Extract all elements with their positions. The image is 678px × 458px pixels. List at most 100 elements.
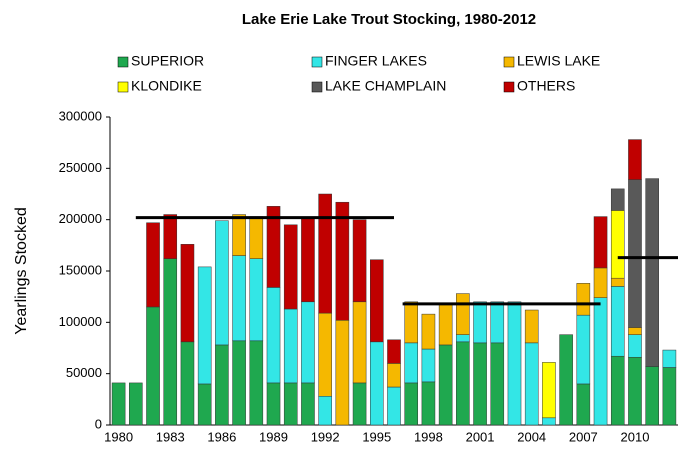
legend-swatch [117, 56, 129, 68]
bar-segment [438, 303, 453, 346]
bar-segment [387, 386, 401, 426]
bar-segment [215, 220, 229, 346]
bar-segment [301, 382, 315, 426]
bar-segment [232, 255, 246, 342]
bar-segment [628, 179, 642, 328]
bar-segment [542, 417, 556, 426]
bar-segment [232, 214, 246, 256]
bar-segment [301, 301, 315, 384]
bar-segment [335, 320, 350, 426]
bar-segment [197, 383, 212, 426]
bar-segment [163, 258, 178, 426]
legend-swatch [117, 81, 129, 93]
bar-segment [146, 306, 160, 426]
bar-segment [421, 313, 436, 350]
y-tick-label: 100000 [59, 314, 102, 329]
bar-segment [335, 201, 350, 321]
bar-segment [662, 367, 677, 426]
x-tick-label: 1983 [156, 429, 185, 444]
bar-segment [456, 341, 470, 426]
bar-segment [576, 283, 591, 316]
bar-segment [266, 287, 281, 384]
bar-segment [129, 382, 143, 426]
x-tick-label: 2010 [621, 429, 650, 444]
bar-segment [576, 314, 591, 385]
x-tick-label: 1992 [311, 429, 340, 444]
bar-segment [180, 341, 195, 426]
bar-segment [610, 277, 625, 287]
x-tick-label: 2007 [569, 429, 598, 444]
bar-segment [628, 327, 642, 335]
legend-swatch [503, 81, 515, 93]
bar-segment [610, 210, 625, 279]
x-tick-label: 1986 [207, 429, 236, 444]
bar-segment [249, 258, 264, 342]
bar-segment [146, 222, 160, 308]
y-tick-label: 0 [95, 416, 102, 431]
bar-segment [232, 340, 246, 426]
bar-segment [490, 301, 505, 344]
x-tick-label: 1980 [104, 429, 133, 444]
bar-segment [249, 216, 264, 259]
x-tick-label: 2001 [466, 429, 495, 444]
y-tick-label: 200000 [59, 211, 102, 226]
bar-segment [542, 362, 556, 419]
bar-segment [404, 301, 419, 344]
bar-segment [576, 383, 591, 426]
bar-segment [456, 293, 470, 335]
bar-segment [249, 340, 264, 426]
x-tick-label: 2004 [517, 429, 546, 444]
y-axis-label: Yearlings Stocked [13, 207, 30, 335]
bar-segment [456, 334, 470, 343]
bar-segment [404, 342, 419, 384]
bar-segment [628, 356, 642, 426]
bar-segment [352, 301, 367, 384]
legend-swatch [311, 81, 323, 93]
bar-segment [610, 355, 625, 426]
bar-segment [283, 308, 298, 384]
bar-segment [438, 344, 453, 426]
bar-segment [215, 344, 229, 426]
bar-segment [628, 334, 642, 358]
bar-segment [266, 382, 281, 426]
bar-segment [421, 348, 436, 383]
bar-segment [645, 178, 659, 367]
bar-segment [352, 382, 367, 426]
bar-segment [507, 301, 522, 426]
bar-segment [645, 366, 659, 426]
bar-segment [352, 219, 367, 303]
y-tick-label: 250000 [59, 160, 102, 175]
bar-segment [662, 349, 677, 368]
bar-segment [318, 396, 332, 426]
bar-segment [180, 244, 195, 343]
chart-title: Lake Erie Lake Trout Stocking, 1980-2012 [242, 11, 536, 28]
bar-segment [473, 301, 487, 344]
bar-segment [593, 297, 608, 426]
x-tick-label: 1995 [362, 429, 391, 444]
bar-segment [283, 224, 298, 310]
y-tick-label: 150000 [59, 262, 102, 277]
legend-label: LAKE CHAMPLAIN [325, 78, 446, 94]
bar-segment [387, 363, 401, 388]
bar-segment [559, 334, 573, 426]
bar-segment [610, 286, 625, 357]
bar-segment [111, 382, 126, 426]
bar-segment [369, 341, 384, 426]
legend-label: FINGER LAKES [325, 53, 427, 69]
bar-segment [473, 342, 487, 426]
bar-segment [628, 139, 642, 180]
legend-label: OTHERS [517, 78, 575, 94]
bar-segment [369, 259, 384, 343]
legend-label: LEWIS LAKE [517, 53, 600, 69]
bar-segment [283, 382, 298, 426]
y-tick-label: 50000 [66, 365, 102, 380]
bar-segment [490, 342, 505, 426]
bar-segment [404, 382, 419, 426]
bar-segment [318, 312, 332, 397]
x-tick-label: 1998 [414, 429, 443, 444]
legend-label: SUPERIOR [131, 53, 204, 69]
bar-segment [524, 309, 539, 344]
bar-segment [593, 216, 608, 269]
legend-swatch [503, 56, 515, 68]
